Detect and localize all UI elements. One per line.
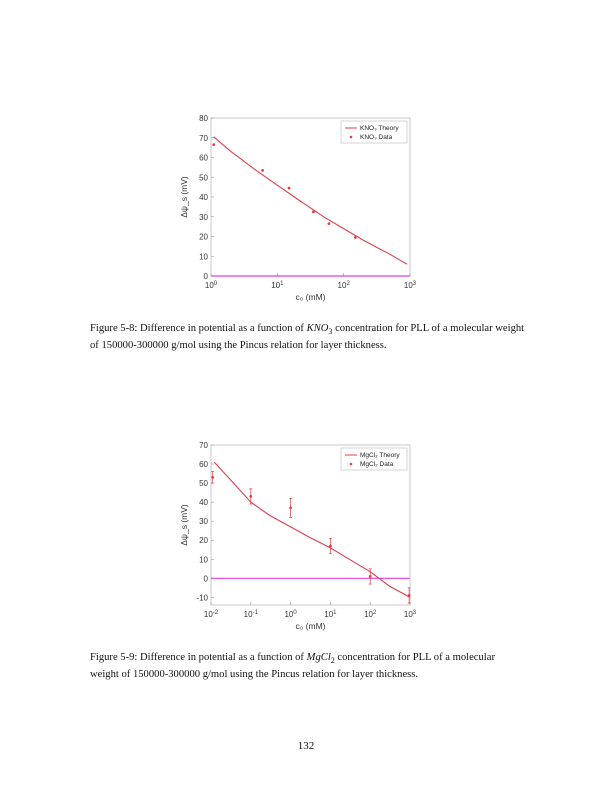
theory-curve [213, 461, 411, 598]
data-point [249, 495, 253, 498]
data-point [353, 236, 357, 239]
data-point [212, 143, 216, 147]
y-tick-label: 40 [199, 193, 208, 202]
data-point [312, 210, 315, 214]
y-tick-label: 10 [199, 555, 208, 564]
y-tick-label: 0 [204, 272, 209, 281]
legend-box [340, 447, 408, 471]
legend-point-swatch [349, 462, 353, 466]
x-axis-label: c₀ (mM) [296, 292, 326, 302]
y-axis-label: Δψ_s (mV) [179, 504, 189, 546]
y-tick-label: 50 [199, 479, 208, 488]
x-tick-label: 10-2 [204, 610, 219, 619]
legend-entry-data: MgCl₂ Data [360, 461, 394, 468]
y-tick-label: 50 [199, 173, 208, 182]
plot-frame [210, 117, 411, 277]
y-axis-label: Δψ_s (mV) [179, 176, 189, 218]
y-tick-label: 60 [199, 154, 208, 163]
data-point [368, 575, 372, 578]
x-tick-label: 103 [404, 281, 417, 290]
caption-math: MgCl [306, 652, 331, 663]
caption-prefix: Figure 5-9: Difference in potential as a… [90, 652, 307, 663]
data-point [261, 168, 265, 172]
legend-entry-data: KNO₃ Data [360, 134, 393, 141]
x-tick-label: 101 [324, 610, 337, 619]
caption-prefix: Figure 5-8: Difference in potential as a… [90, 323, 307, 334]
caption-suffix: concentration for PLL of a molecular wei… [90, 323, 525, 352]
data-point [211, 475, 215, 479]
x-tick-label: 102 [364, 610, 377, 619]
kno3-chart: 0 10 20 30 40 50 60 70 80 100 101 102 103 c₀ (mM) Δψ_s… [179, 114, 417, 302]
legend: KNO₃ Theory KNO₃ Data [340, 120, 408, 144]
y-tick-label: 80 [199, 114, 208, 123]
y-tick-label: 40 [199, 498, 208, 507]
y-tick-label: 0 [204, 574, 209, 583]
y-tick-label: 70 [199, 441, 208, 450]
theory-curve [213, 136, 408, 265]
caption-math-sub: 2 [330, 656, 335, 666]
figure-5-9: -10 0 10 20 30 40 50 60 70 10-2 10-1 100 101 102 103 c₀… [0, 430, 612, 650]
legend-entry-theory: KNO₃ Theory [360, 125, 399, 132]
y-tick-label: 70 [199, 134, 208, 143]
data-point [287, 186, 291, 190]
y-tick-label: 20 [199, 536, 208, 545]
legend-entry-theory: MgCl₂ Theory [360, 452, 400, 459]
legend: MgCl₂ Theory MgCl₂ Data [340, 447, 408, 471]
x-tick-label: 100 [205, 281, 218, 290]
data-point [327, 222, 331, 226]
legend-point-swatch [349, 135, 353, 139]
x-tick-label: 101 [271, 281, 284, 290]
caption-math: KNO [306, 323, 329, 334]
page-number: 132 [297, 740, 315, 752]
data-point [329, 544, 332, 548]
x-tick-label: 100 [284, 610, 297, 619]
x-axis-label: c₀ (mM) [296, 621, 326, 631]
mgcl2-chart: -10 0 10 20 30 40 50 60 70 10-2 10-1 100 101 102 103 c₀… [179, 441, 417, 631]
y-tick-label: 20 [199, 233, 208, 242]
figure-5-8: 0 10 20 30 40 50 60 70 80 100 101 102 103 c₀ (mM) Δψ_s… [0, 100, 612, 320]
y-tick-label: 10 [199, 252, 208, 261]
y-tick-label: 30 [199, 517, 208, 526]
legend-box [340, 120, 408, 144]
caption-math-sub: 3 [328, 327, 333, 337]
y-tick-label: -10 [196, 593, 208, 602]
x-tick-label: 102 [338, 281, 351, 290]
x-tick-label: 10-1 [244, 610, 259, 619]
caption-suffix: concentration for PLL of a molecular wei… [90, 652, 495, 681]
data-point [289, 506, 292, 510]
y-tick-label: 30 [199, 213, 208, 222]
data-point [407, 594, 411, 597]
figure-5-8-caption: Figure 5-8: Difference in potential as a… [90, 322, 526, 353]
x-tick-label: 103 [404, 610, 417, 619]
y-tick-label: 60 [199, 460, 208, 469]
figure-5-9-caption: Figure 5-9: Difference in potential as a… [90, 651, 526, 682]
